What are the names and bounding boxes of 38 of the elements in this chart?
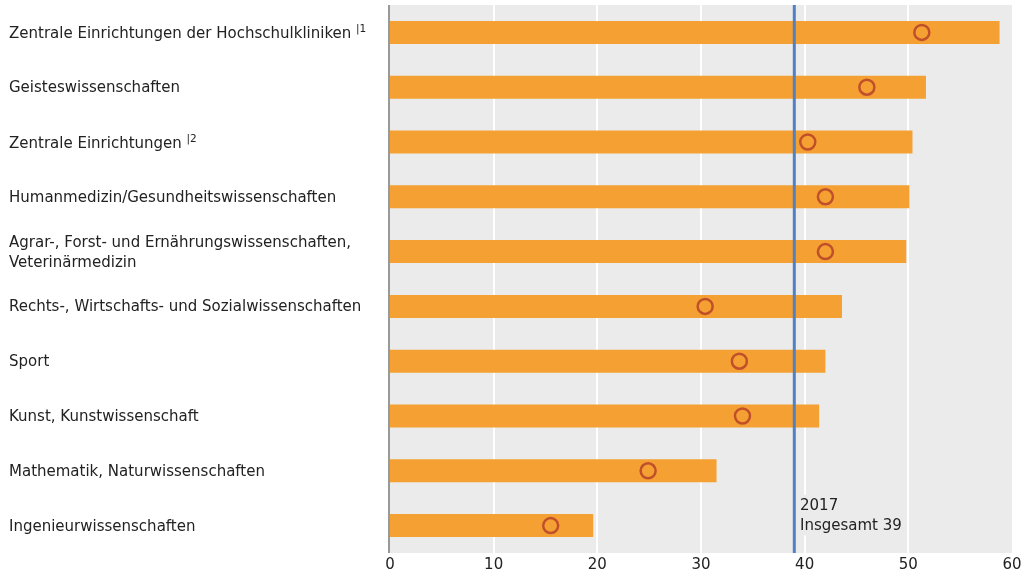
- y-tick-label: Ingenieurwissenschaften: [9, 517, 196, 535]
- bar: [390, 349, 826, 373]
- x-tick-label: 50: [898, 555, 918, 573]
- point: [816, 188, 835, 206]
- bar: [390, 240, 907, 264]
- point: [913, 23, 931, 42]
- x-tick-label: 40: [795, 555, 815, 573]
- point: [730, 352, 749, 370]
- point: [858, 78, 876, 96]
- bar: [390, 75, 926, 99]
- point: [696, 297, 714, 316]
- y-tick-label: Agrar-, Forst- und Ernährungswissenschaften, Veterinärmedizin: [9, 233, 351, 271]
- y-tick-label: Geisteswissenschaften: [9, 78, 180, 96]
- y-tick-label: Zentrale Einrichtungen $^{|2}$: [9, 132, 197, 153]
- bar: [390, 404, 820, 428]
- x-tick-label: 0: [385, 555, 395, 573]
- bar: [390, 185, 910, 209]
- point: [799, 133, 817, 151]
- x-tick-label: 10: [484, 555, 504, 573]
- point: [639, 462, 657, 480]
- x-tick-label: 30: [691, 555, 711, 573]
- point: [541, 516, 560, 535]
- bar: [390, 130, 913, 154]
- bar: [390, 294, 842, 318]
- y-tick-label: Humanmedizin/Gesundheitswissenschaften: [9, 188, 337, 206]
- bar: [390, 20, 1000, 44]
- ref-line-label: 2017 Insgesamt 39: [800, 496, 902, 534]
- y-tick-label: Rechts-, Wirtschafts- und Sozialwissenschaften: [9, 297, 362, 315]
- y-tick-label: Sport: [9, 352, 50, 370]
- point: [816, 242, 835, 261]
- bar: [390, 514, 594, 538]
- y-tick-label: Kunst, Kunstwissenschaft: [9, 407, 199, 425]
- point: [733, 407, 752, 425]
- y-tick-label: Mathematik, Naturwissenschaften: [9, 462, 265, 480]
- y-tick-label: Zentrale Einrichtungen der Hochschulkliniken $^{|1}$: [9, 22, 367, 43]
- x-tick-label: 20: [587, 555, 607, 573]
- bar: [390, 459, 717, 483]
- x-tick-label: 60: [1002, 555, 1022, 573]
